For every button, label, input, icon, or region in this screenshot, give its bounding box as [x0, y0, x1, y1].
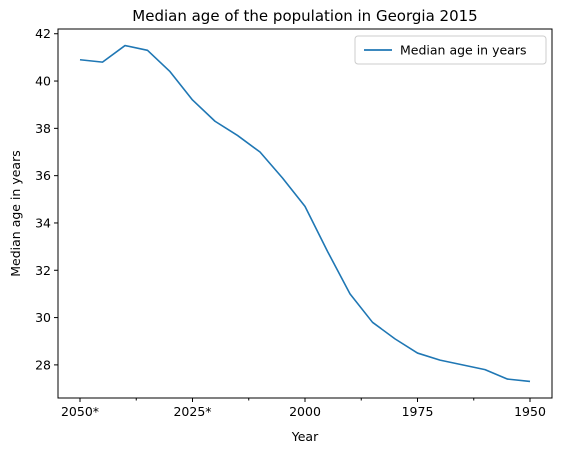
- legend-box: [354, 35, 547, 65]
- y-tick-label: 28: [35, 357, 51, 372]
- x-tick-label: 2025*: [173, 404, 211, 419]
- y-tick-label: 32: [35, 263, 51, 278]
- x-tick-label: 1975: [402, 404, 434, 419]
- y-tick-label: 38: [35, 121, 51, 136]
- y-axis: 28 30 32 34 36 38 40 42: [35, 26, 58, 372]
- chart-title: Median age of the population in Georgia …: [132, 7, 477, 25]
- x-tick-label: 2000: [289, 404, 321, 419]
- series-line-0: [79, 44, 531, 383]
- y-axis-label: Median age in years: [8, 150, 23, 276]
- y-tick-label: 34: [35, 215, 51, 230]
- x-tick-label: 1950: [514, 404, 546, 419]
- legend: Median age in years: [354, 35, 547, 65]
- y-tick-label: 40: [35, 74, 51, 89]
- plot-frame: [57, 28, 553, 399]
- y-tick-label: 42: [35, 26, 51, 41]
- x-axis: 2050* 2025* 2000 1975 1950: [61, 398, 546, 419]
- x-tick-label: 2050*: [61, 404, 99, 419]
- legend-label: Median age in years: [400, 43, 526, 58]
- y-tick-label: 36: [35, 168, 51, 183]
- x-axis-label: Year: [291, 429, 319, 444]
- plot-area: [57, 28, 553, 399]
- y-tick-label: 30: [35, 310, 51, 325]
